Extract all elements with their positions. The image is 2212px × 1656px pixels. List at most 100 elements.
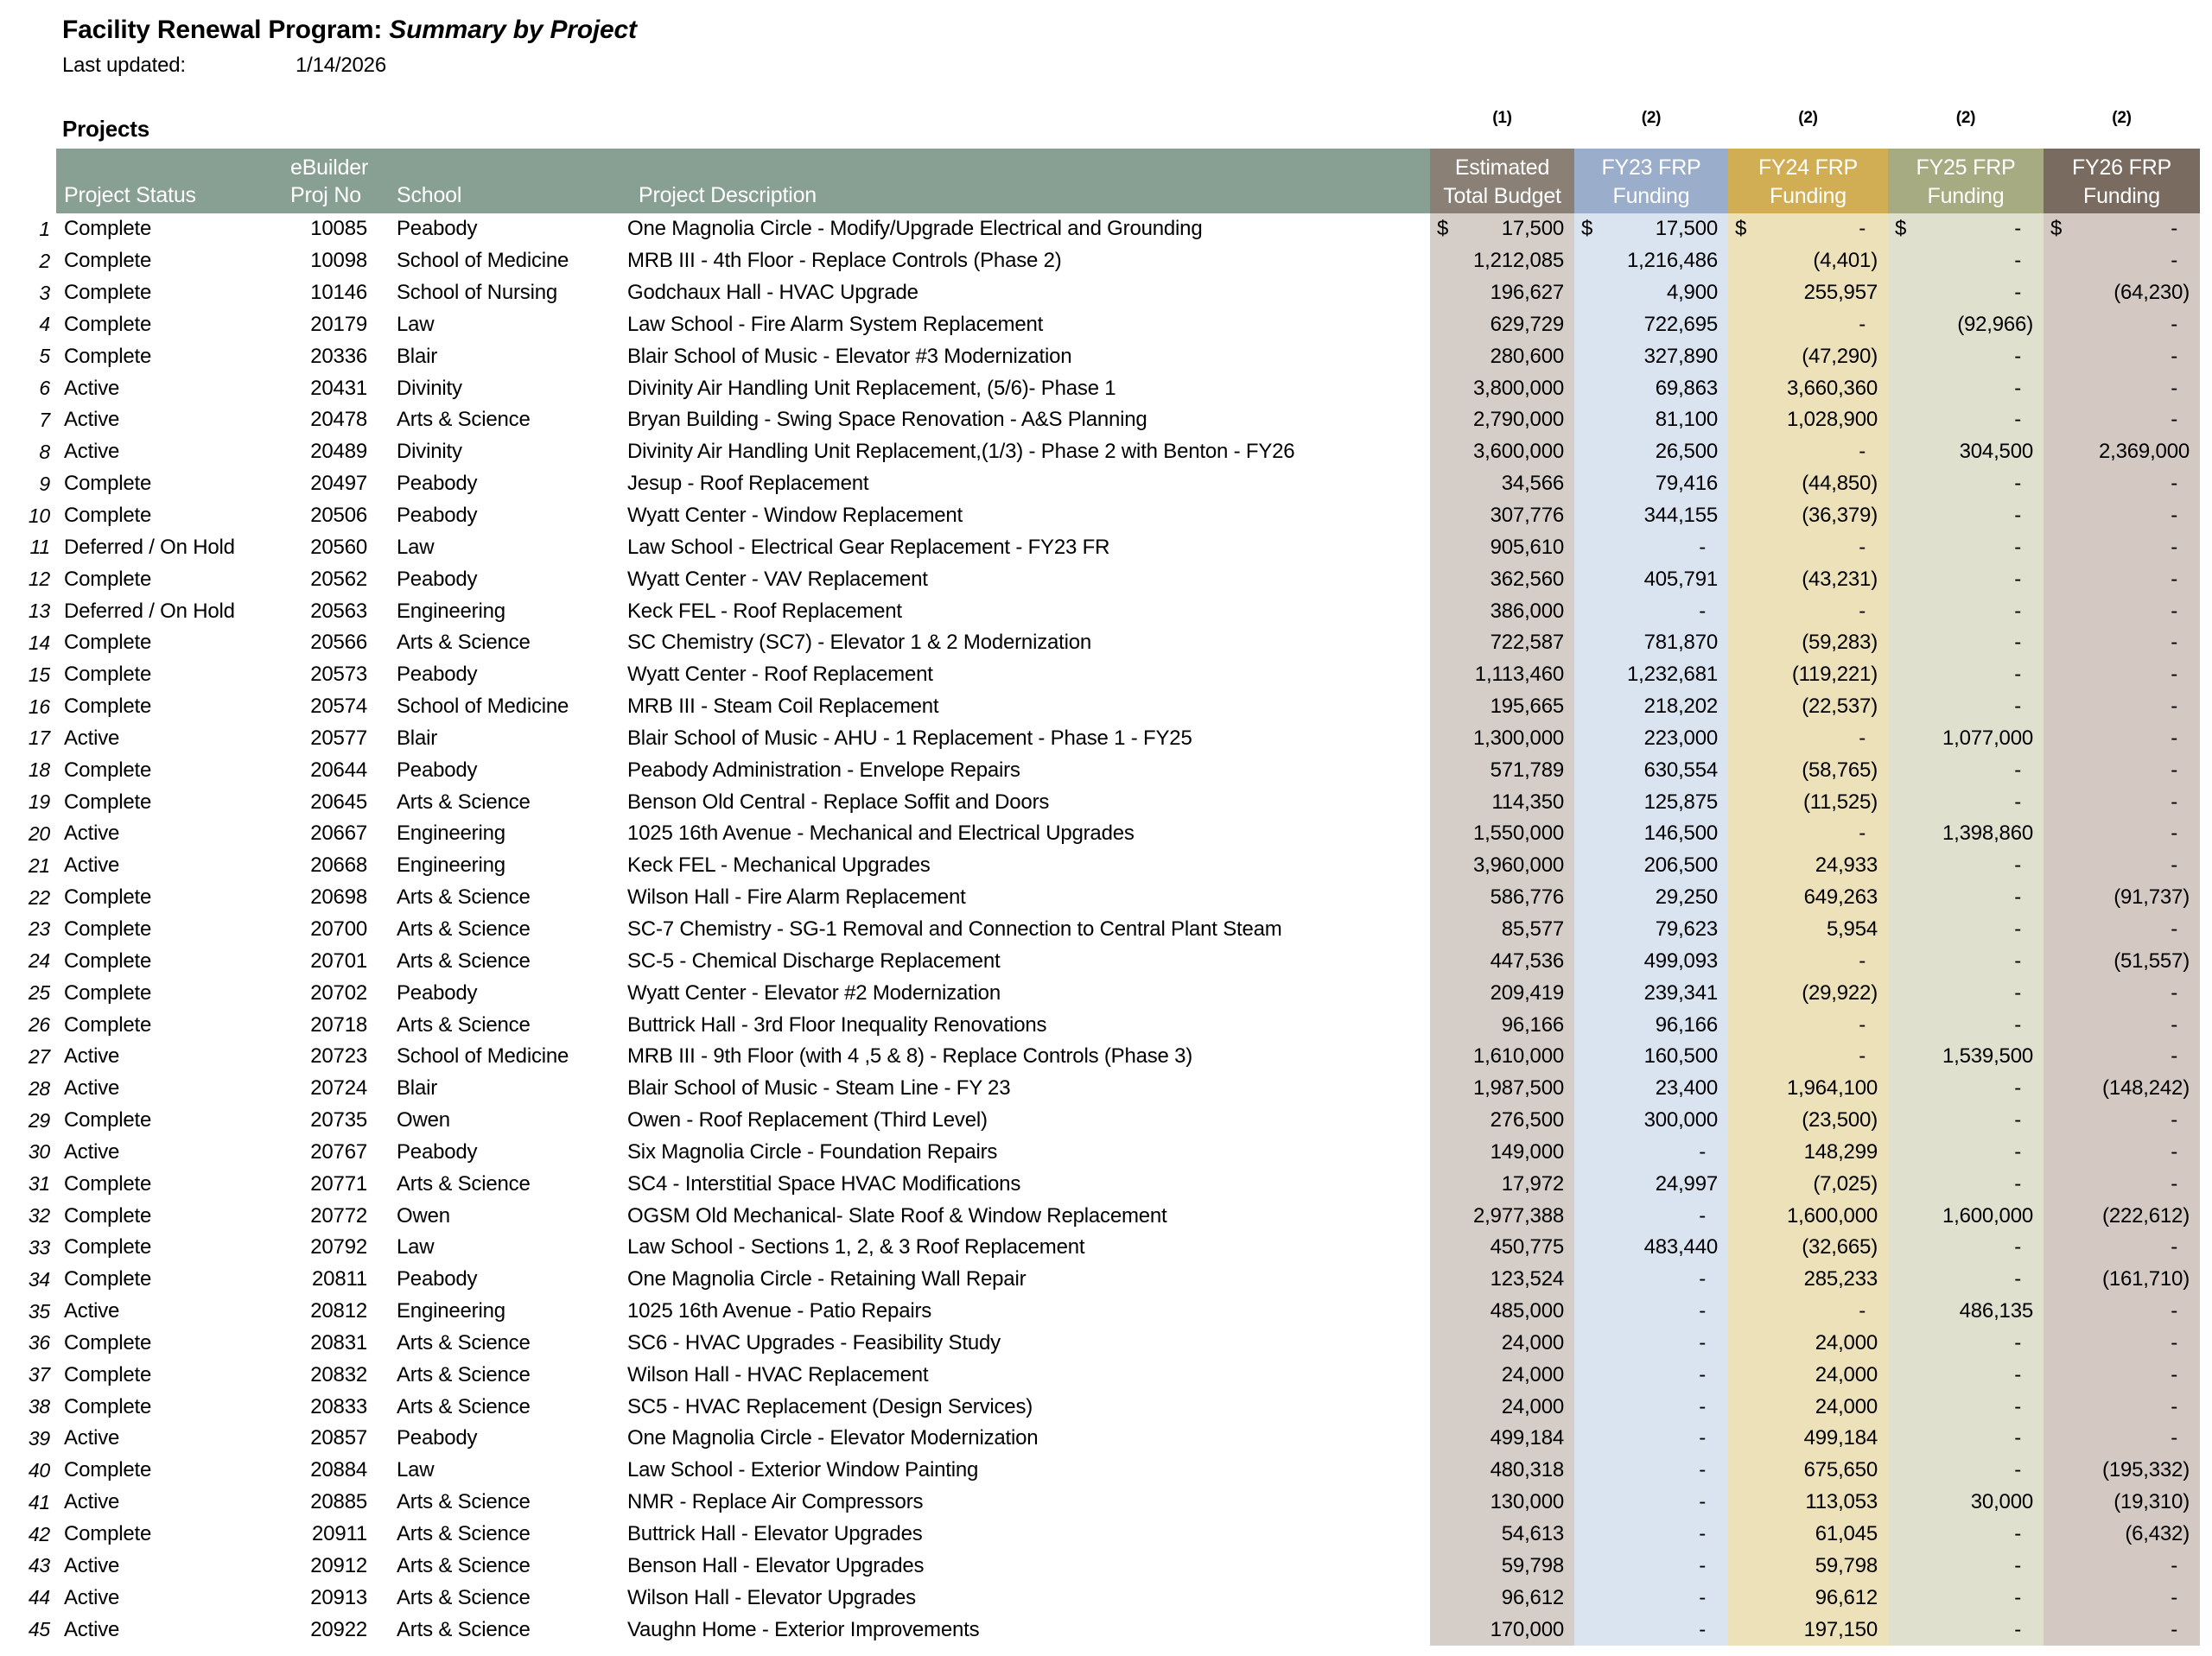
- cell-proj-no[interactable]: 20723: [310, 1044, 367, 1069]
- cell-school[interactable]: Arts & Science: [397, 1553, 531, 1577]
- cell-fy26-frp[interactable]: -: [2044, 1295, 2200, 1328]
- cell-fy25-frp[interactable]: -: [1888, 977, 2044, 1010]
- cell-fy24-frp[interactable]: 96,612: [1728, 1582, 1888, 1615]
- cell-proj-no[interactable]: 20645: [310, 790, 367, 814]
- cell-project-status[interactable]: Complete: [64, 790, 152, 814]
- cell-school[interactable]: Arts & Science: [397, 790, 531, 814]
- cell-fy25-frp[interactable]: -: [1888, 849, 2044, 882]
- cell-project-status[interactable]: Active: [64, 1044, 120, 1069]
- cell-fy23-frp[interactable]: 4,900: [1574, 276, 1728, 309]
- cell-fy25-frp[interactable]: -: [1888, 340, 2044, 373]
- cell-fy24-frp[interactable]: -: [1728, 595, 1888, 627]
- cell-fy24-frp[interactable]: -: [1728, 435, 1888, 468]
- cell-fy26-frp[interactable]: 2,369,000: [2044, 435, 2200, 468]
- cell-project-status[interactable]: Complete: [64, 980, 152, 1005]
- cell-project-description[interactable]: MRB III - 4th Floor - Replace Controls (…: [627, 249, 1062, 273]
- cell-school[interactable]: School of Medicine: [397, 1044, 569, 1069]
- cell-estimated[interactable]: 362,560: [1430, 563, 1574, 596]
- cell-proj-no[interactable]: 20913: [310, 1585, 367, 1609]
- cell-fy23-frp[interactable]: 300,000: [1574, 1104, 1728, 1137]
- cell-fy23-frp[interactable]: 405,791: [1574, 563, 1728, 596]
- cell-project-description[interactable]: Wyatt Center - VAV Replacement: [627, 567, 928, 591]
- cell-project-status[interactable]: Complete: [64, 1108, 152, 1133]
- cell-fy24-frp[interactable]: (119,221): [1728, 658, 1888, 691]
- cell-school[interactable]: Peabody: [397, 758, 478, 782]
- cell-proj-no[interactable]: 20644: [310, 758, 367, 782]
- cell-fy25-frp[interactable]: -: [1888, 1232, 2044, 1264]
- cell-project-description[interactable]: MRB III - 9th Floor (with 4 ,5 & 8) - Re…: [627, 1044, 1193, 1069]
- cell-fy23-frp[interactable]: 1,232,681: [1574, 658, 1728, 691]
- cell-fy26-frp[interactable]: -: [2044, 1423, 2200, 1455]
- cell-proj-no[interactable]: 20573: [310, 663, 367, 687]
- cell-project-description[interactable]: SC-5 - Chemical Discharge Replacement: [627, 949, 1001, 973]
- cell-fy24-frp[interactable]: 61,045: [1728, 1518, 1888, 1551]
- cell-fy23-frp[interactable]: -: [1574, 1327, 1728, 1360]
- cell-fy23-frp[interactable]: -: [1574, 1423, 1728, 1455]
- cell-fy23-frp[interactable]: -: [1574, 1200, 1728, 1232]
- cell-fy24-frp[interactable]: (23,500): [1728, 1104, 1888, 1137]
- cell-fy24-frp[interactable]: -: [1728, 531, 1888, 564]
- cell-school[interactable]: Arts & Science: [397, 949, 531, 973]
- cell-fy26-frp[interactable]: -: [2044, 1040, 2200, 1073]
- cell-project-description[interactable]: Vaughn Home - Exterior Improvements: [627, 1617, 980, 1641]
- cell-project-description[interactable]: SC-7 Chemistry - SG-1 Removal and Connec…: [627, 917, 1282, 941]
- cell-project-status[interactable]: Complete: [64, 504, 152, 528]
- cell-project-status[interactable]: Complete: [64, 1330, 152, 1355]
- cell-proj-no[interactable]: 20701: [310, 949, 367, 973]
- cell-fy23-frp[interactable]: 218,202: [1574, 690, 1728, 723]
- cell-proj-no[interactable]: 20811: [312, 1267, 367, 1291]
- cell-fy25-frp[interactable]: 1,398,860: [1888, 818, 2044, 850]
- cell-fy26-frp[interactable]: -: [2044, 1009, 2200, 1041]
- cell-fy26-frp[interactable]: -: [2044, 818, 2200, 850]
- cell-school[interactable]: Arts & Science: [397, 1171, 531, 1196]
- header-ebuilder[interactable]: eBuilder: [290, 155, 369, 180]
- cell-fy25-frp[interactable]: -: [1888, 1614, 2044, 1646]
- cell-fy24-frp[interactable]: -: [1728, 945, 1888, 978]
- cell-project-status[interactable]: Active: [64, 1617, 120, 1641]
- cell-project-status[interactable]: Complete: [64, 631, 152, 655]
- cell-fy26-frp[interactable]: (51,557): [2044, 945, 2200, 978]
- cell-fy25-frp[interactable]: -: [1888, 881, 2044, 914]
- cell-school[interactable]: Arts & Science: [397, 1585, 531, 1609]
- cell-fy23-frp[interactable]: 125,875: [1574, 786, 1728, 819]
- cell-fy26-frp[interactable]: -: [2044, 690, 2200, 723]
- cell-estimated[interactable]: 195,665: [1430, 690, 1574, 723]
- cell-project-status[interactable]: Active: [64, 440, 120, 464]
- cell-estimated[interactable]: 130,000: [1430, 1486, 1574, 1519]
- cell-proj-no[interactable]: 20506: [310, 504, 367, 528]
- cell-fy25-frp[interactable]: -: [1888, 1550, 2044, 1583]
- cell-proj-no[interactable]: 20562: [310, 567, 367, 591]
- cell-school[interactable]: Engineering: [397, 1299, 505, 1323]
- cell-fy25-frp[interactable]: -: [1888, 1072, 2044, 1105]
- cell-fy25-frp[interactable]: -: [1888, 690, 2044, 723]
- cell-fy26-frp[interactable]: -: [2044, 1232, 2200, 1264]
- cell-fy24-frp[interactable]: 1,600,000: [1728, 1200, 1888, 1232]
- cell-fy24-frp[interactable]: -: [1728, 1295, 1888, 1328]
- cell-fy24-frp[interactable]: (4,401): [1728, 244, 1888, 277]
- cell-fy24-frp[interactable]: (59,283): [1728, 626, 1888, 659]
- cell-project-description[interactable]: Jesup - Roof Replacement: [627, 472, 869, 496]
- cell-project-description[interactable]: Wyatt Center - Elevator #2 Modernization: [627, 980, 1001, 1005]
- cell-fy26-frp[interactable]: (148,242): [2044, 1072, 2200, 1105]
- cell-fy23-frp[interactable]: 722,695: [1574, 308, 1728, 341]
- cell-project-description[interactable]: Law School - Exterior Window Painting: [627, 1458, 979, 1482]
- cell-fy23-frp[interactable]: 206,500: [1574, 849, 1728, 882]
- cell-school[interactable]: Blair: [397, 344, 438, 368]
- cell-proj-no[interactable]: 20478: [310, 408, 367, 432]
- header-school[interactable]: School: [397, 183, 462, 207]
- cell-estimated[interactable]: 447,536: [1430, 945, 1574, 978]
- cell-estimated[interactable]: 170,000: [1430, 1614, 1574, 1646]
- cell-school[interactable]: School of Nursing: [397, 281, 558, 305]
- cell-fy24-frp[interactable]: $ -: [1728, 213, 1888, 245]
- cell-fy23-frp[interactable]: 79,416: [1574, 467, 1728, 500]
- cell-fy24-frp[interactable]: -: [1728, 818, 1888, 850]
- cell-project-status[interactable]: Active: [64, 726, 120, 750]
- cell-school[interactable]: Blair: [397, 1076, 438, 1101]
- cell-fy24-frp[interactable]: (7,025): [1728, 1168, 1888, 1201]
- cell-estimated[interactable]: 450,775: [1430, 1232, 1574, 1264]
- cell-school[interactable]: Arts & Science: [397, 1330, 531, 1355]
- cell-school[interactable]: Peabody: [397, 1426, 478, 1450]
- cell-fy25-frp[interactable]: -: [1888, 658, 2044, 691]
- cell-estimated[interactable]: 1,113,460: [1430, 658, 1574, 691]
- cell-fy24-frp[interactable]: -: [1728, 1040, 1888, 1073]
